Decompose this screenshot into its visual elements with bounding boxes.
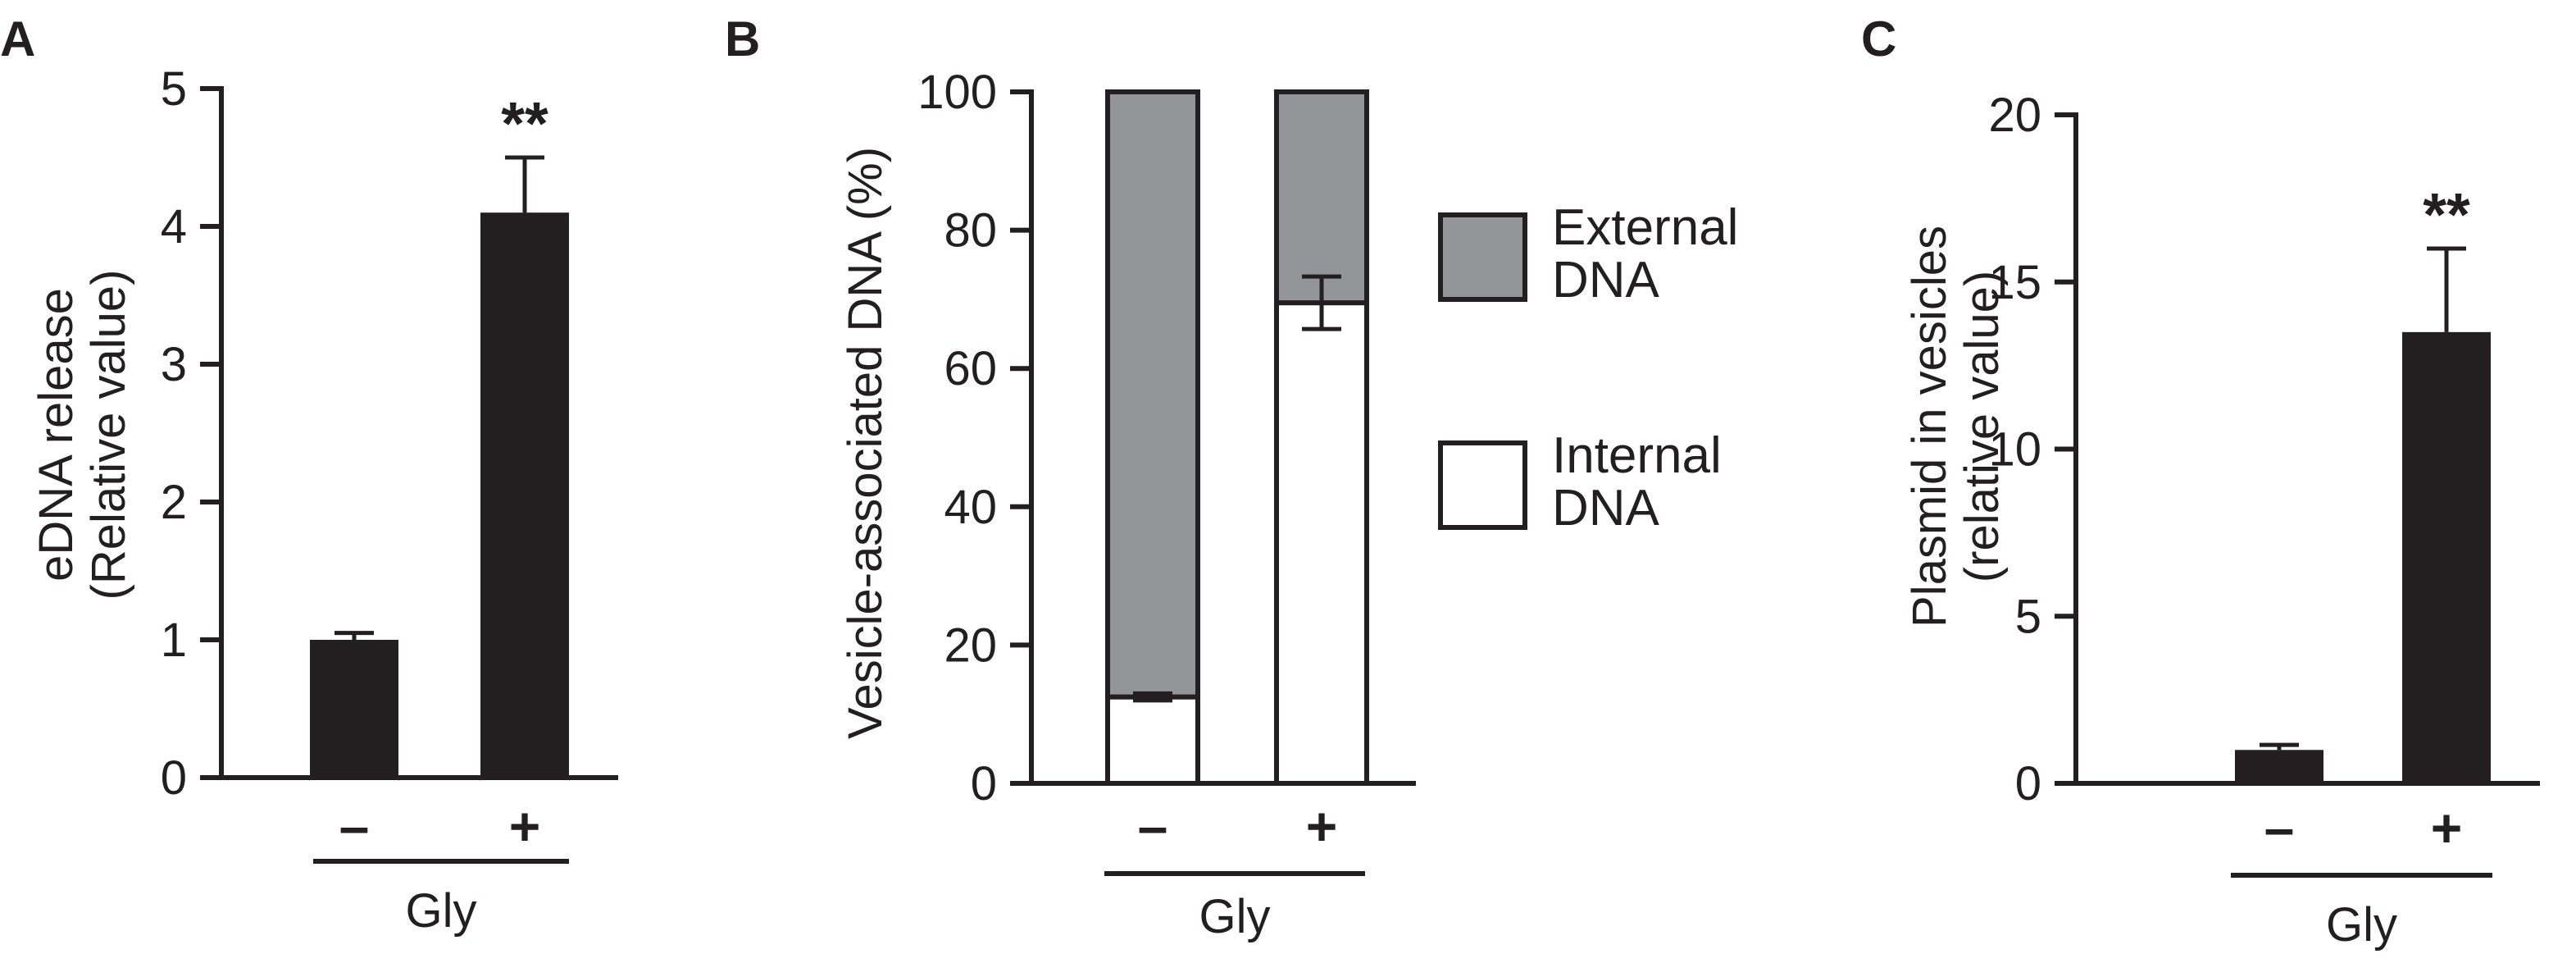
- legend-label-external: DNA: [1552, 252, 1660, 308]
- y-axis-title: (relative value): [1955, 271, 2009, 582]
- stacked-bar-external: [1274, 89, 1369, 306]
- y-tick-label: 2: [161, 476, 187, 529]
- panel-letter: B: [725, 11, 760, 66]
- y-tick-label: 1: [161, 614, 187, 667]
- y-axis-title: Plasmid in vesicles: [1903, 226, 1956, 628]
- y-tick-label: 5: [2015, 590, 2041, 643]
- bar: [310, 640, 398, 778]
- y-tick-label: 20: [944, 618, 997, 672]
- category-label: –: [2264, 797, 2295, 858]
- y-tick-label: 0: [2015, 757, 2041, 810]
- bar: [2402, 331, 2491, 783]
- y-tick-label: 20: [1988, 89, 2041, 142]
- legend-swatch-internal: [1438, 440, 1527, 530]
- group-label: Gly: [406, 884, 477, 938]
- category-label: –: [1138, 796, 1168, 856]
- y-tick-label: 0: [971, 757, 997, 810]
- group-label: Gly: [1199, 890, 1271, 943]
- stacked-bar-internal: [1105, 694, 1200, 786]
- category-label: +: [2431, 797, 2463, 858]
- panel-letter: A: [0, 11, 35, 66]
- panel-a: A 0 1 2 3 4 5 eDNA release (Relative value) ** – + G…: [0, 11, 618, 938]
- category-label: +: [1306, 796, 1338, 856]
- bar: [2235, 750, 2323, 783]
- legend-label-internal: DNA: [1552, 480, 1660, 536]
- panel-c: C 0 5 10 15 20 Plasmid in vesicles (relative va…: [1861, 11, 2540, 952]
- stacked-bar-internal: [1274, 300, 1369, 786]
- category-label: +: [509, 796, 541, 856]
- y-axis-title: eDNA release: [30, 288, 83, 582]
- y-tick-label: 15: [1988, 256, 2041, 309]
- y-tick-label: 40: [944, 481, 997, 534]
- y-tick-label: 5: [161, 62, 187, 116]
- y-tick-label: 4: [161, 200, 187, 253]
- legend-label-internal: Internal: [1552, 427, 1722, 484]
- category-label: –: [339, 796, 370, 856]
- y-tick-label: 80: [944, 204, 997, 258]
- y-tick-label: 3: [161, 338, 187, 391]
- group-label: Gly: [2326, 898, 2397, 952]
- panel-letter: C: [1861, 11, 1896, 66]
- significance-label: **: [501, 89, 548, 157]
- y-tick-label: 0: [161, 751, 187, 805]
- y-tick-label: 60: [944, 342, 997, 395]
- legend-swatch-external: [1438, 212, 1527, 302]
- panel-b: B 0 20 40 60 80 100 Vesicle-associated DNA (%) E…: [725, 11, 1738, 943]
- bar: [480, 212, 569, 778]
- y-axis-title: (Relative value): [82, 270, 135, 600]
- y-axis-title: Vesicle-associated DNA (%): [839, 147, 892, 739]
- stacked-bar-external: [1105, 89, 1200, 700]
- legend-label-external: External: [1552, 199, 1738, 256]
- y-tick-label: 100: [917, 66, 997, 119]
- y-tick-label: 10: [1988, 423, 2041, 477]
- significance-label: **: [2423, 180, 2470, 249]
